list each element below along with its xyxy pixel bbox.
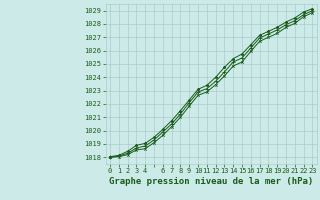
X-axis label: Graphe pression niveau de la mer (hPa): Graphe pression niveau de la mer (hPa) xyxy=(109,177,313,186)
